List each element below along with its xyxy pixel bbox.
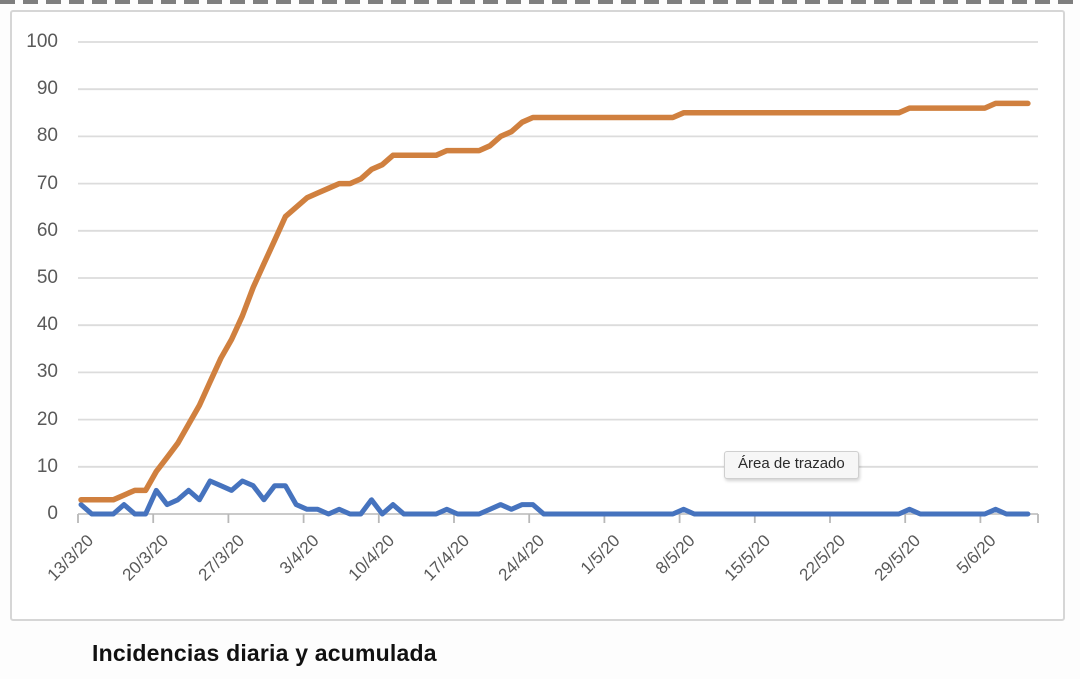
y-axis-label: 70 — [36, 172, 58, 194]
y-axis-label: 10 — [36, 455, 58, 477]
y-axis-label: 40 — [36, 314, 58, 336]
y-axis-label: 100 — [26, 31, 58, 52]
y-axis-label: 0 — [47, 503, 58, 524]
y-axis-label: 60 — [36, 219, 58, 241]
chart-caption: Incidencias diaria y acumulada — [92, 640, 437, 666]
y-axis-label: 30 — [36, 361, 58, 383]
top-dashed-border — [0, 0, 1080, 4]
y-axis-label: 90 — [36, 78, 58, 100]
y-axis-label: 80 — [36, 125, 58, 147]
y-axis-label: 50 — [36, 267, 58, 288]
plot-area-tooltip: Área de trazado — [724, 451, 859, 479]
y-axis-label: 20 — [36, 408, 58, 430]
chart-frame — [10, 10, 1065, 621]
